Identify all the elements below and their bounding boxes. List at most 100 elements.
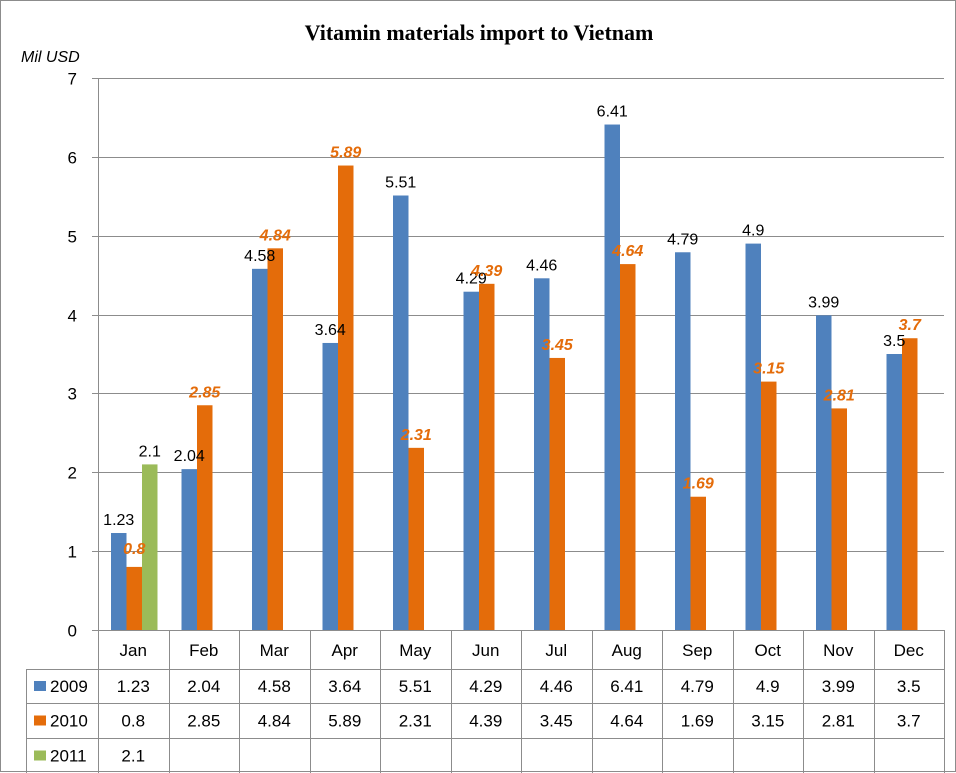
table-cell-2010-dec: 3.7 [897,712,921,731]
table-cell-2009-feb: 2.04 [187,677,220,696]
y-tick-label: 4 [68,307,77,326]
data-label-2010-feb: 2.85 [188,384,221,401]
x-category-label: Sep [682,641,712,660]
legend-label-2011: 2011 [50,747,87,766]
data-label-2010-aug: 4.64 [611,243,643,260]
bar-2009-jun [463,291,479,630]
data-label-2009-aug: 6.41 [597,104,628,121]
data-label-2009-jan: 1.23 [103,512,134,529]
data-label-2010-sep: 1.69 [683,476,714,493]
bar-2009-aug [604,124,620,630]
table-cell-2009-jul: 4.46 [540,677,573,696]
table-cell-2009-may: 5.51 [399,677,432,696]
y-tick-label: 0 [68,622,77,641]
chart-title: Vitamin materials import to Vietnam [305,20,654,45]
data-table: Jan Feb Mar Apr May Jun Jul Aug Sep Oct Nov Dec 2009… [26,630,945,773]
x-category-label: Jun [472,641,499,660]
data-label-2009-apr: 3.64 [315,322,346,339]
bar-2009-jan [111,533,127,630]
bar-2009-mar [252,268,268,630]
table-cell-2009-nov: 3.99 [822,677,855,696]
bar-2010-aug [620,264,636,630]
bar-2009-may [393,195,409,630]
bar-2010-jul [549,357,565,630]
table-cell-2010-jul: 3.45 [540,712,573,731]
bar-2010-mar [267,248,283,630]
x-category-label: Dec [894,641,925,660]
bar-2010-jan [126,566,142,630]
data-label-2009-may: 5.51 [385,175,416,192]
table-cell-2010-oct: 3.15 [751,712,784,731]
gridlines [98,78,944,552]
data-label-2009-feb: 2.04 [174,448,205,465]
bar-2009-dec [886,354,902,630]
bar-2010-sep [690,496,706,630]
x-category-label: Feb [189,641,218,660]
table-cell-2009-dec: 3.5 [897,677,921,696]
x-category-label: Mar [260,641,290,660]
y-tick-label: 1 [68,543,77,562]
data-label-2010-jul: 3.45 [542,337,574,354]
bar-2010-apr [338,165,354,630]
bar-2010-may [408,447,424,630]
table-cell-2010-sep: 1.69 [681,712,714,731]
legend-swatch-2010 [34,715,46,726]
bar-2010-nov [831,408,847,630]
table-cell-2009-mar: 4.58 [258,677,291,696]
data-label-2010-jan: 0.8 [123,541,145,558]
table-cell-2010-feb: 2.85 [187,712,220,731]
table-cell-2009-aug: 6.41 [610,677,643,696]
data-label-2009-jun: 4.29 [456,271,487,288]
data-label-2009-sep: 4.79 [667,231,698,248]
legend-label-2010: 2010 [50,712,88,731]
data-label-2010-jun: 4.39 [470,263,502,280]
table-cell-2010-mar: 4.84 [258,712,291,731]
x-category-label: Jul [545,641,567,660]
y-tick-label: 7 [68,70,77,89]
bar-2009-jul [534,278,550,630]
data-label-2010-nov: 2.81 [823,387,855,404]
x-category-label: Aug [612,641,642,660]
data-label-2009-nov: 3.99 [808,294,839,311]
bar-2009-sep [675,252,691,630]
y-tick-label: 2 [68,464,77,483]
x-category-label: Nov [823,641,854,660]
table-cell-2010-jan: 0.8 [121,712,145,731]
data-label-2009-dec: 3.5 [883,333,905,350]
data-label-2010-may: 2.31 [400,427,432,444]
bar-2010-oct [761,381,777,630]
table-cell-2010-apr: 5.89 [328,712,361,731]
table-cell-2009-apr: 3.64 [328,677,361,696]
legend-swatch-2009 [34,681,46,691]
x-category-label: May [399,641,432,660]
y-tick-label: 5 [68,228,77,247]
bar-2010-jun [479,283,495,630]
y-tick-label: 3 [68,385,77,404]
table-cell-2009-oct: 4.9 [756,677,780,696]
bar-2009-nov [816,315,832,630]
data-labels: 1.23 2.04 4.58 3.64 5.51 4.29 4.46 6.41 4.79 4.9 3… [103,104,922,558]
table-cell-2010-nov: 2.81 [822,712,855,731]
bar-2009-feb [181,469,197,630]
data-label-2010-oct: 3.15 [753,361,785,378]
bar-2009-oct [745,243,761,630]
table-cell-2009-jun: 4.29 [469,677,502,696]
table-cell-2011-jan: 2.1 [121,747,145,766]
table-cell-2010-aug: 4.64 [610,712,643,731]
y-tick-label: 6 [68,149,77,168]
data-label-2010-mar: 4.84 [259,227,291,244]
table-cell-2010-jun: 4.39 [469,712,502,731]
x-category-label: Jan [120,641,147,660]
data-label-2009-jul: 4.46 [526,257,557,274]
bar-2011-jan [142,464,158,630]
legend-swatch-2011 [34,750,46,761]
data-label-2011-jan: 2.1 [139,443,161,460]
x-category-label: Oct [755,641,782,660]
data-label-2009-oct: 4.9 [742,223,764,240]
table-cell-2009-sep: 4.79 [681,677,714,696]
data-label-2010-apr: 5.89 [330,145,361,162]
y-axis-unit-label: Mil USD [21,49,80,66]
bar-2010-feb [197,405,213,630]
